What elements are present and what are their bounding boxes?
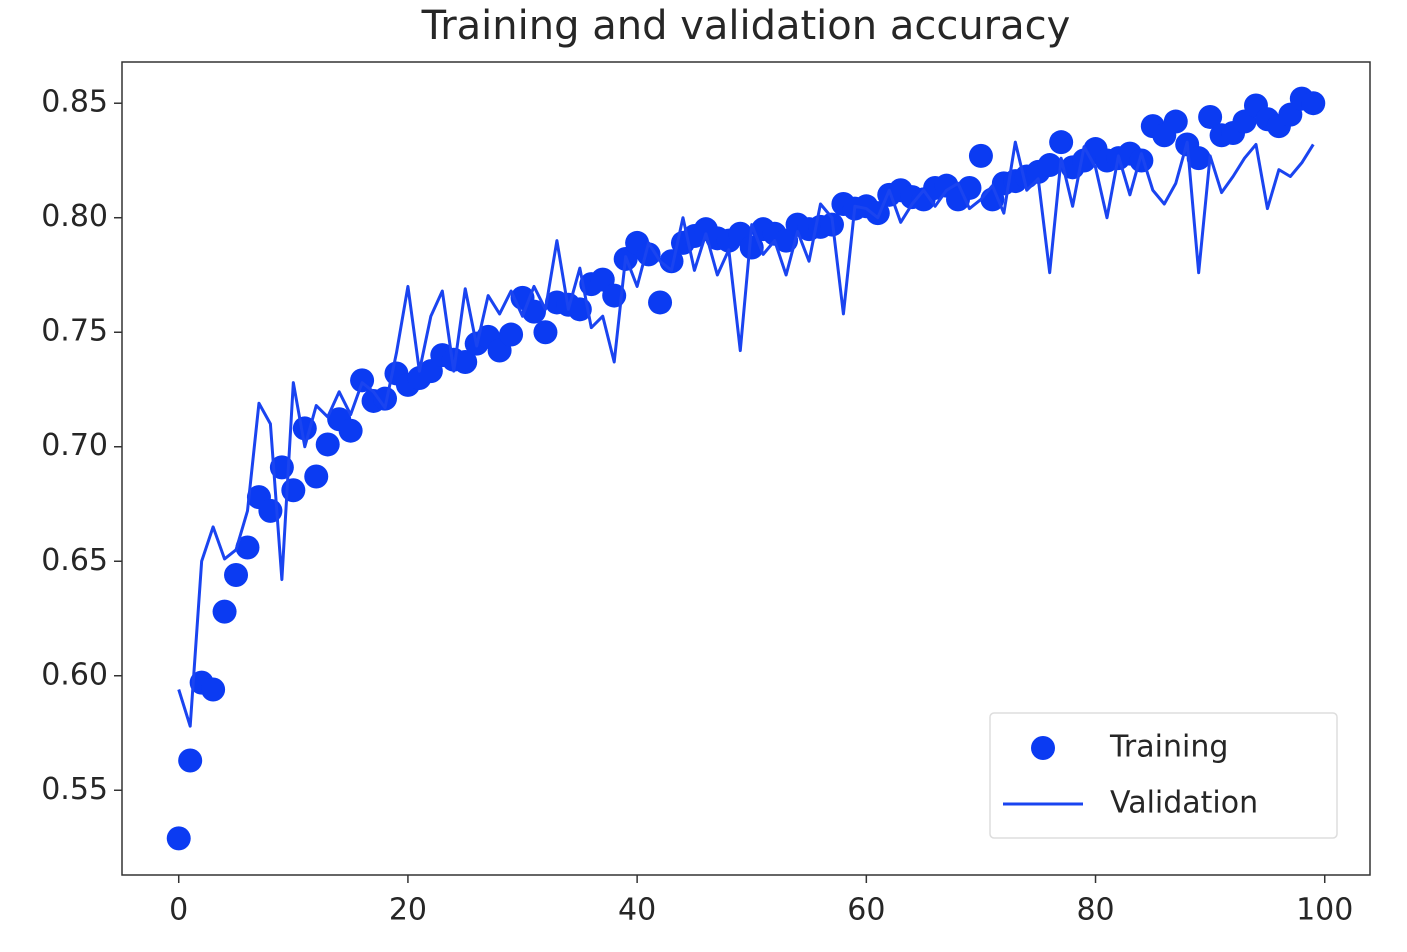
training-point (235, 535, 260, 560)
training-point (533, 320, 558, 345)
legend-label: Training (1109, 730, 1228, 765)
legend-label: Validation (1110, 786, 1258, 821)
training-point (373, 386, 398, 411)
training-point (212, 599, 237, 624)
training-point (1301, 91, 1326, 116)
training-point (1049, 130, 1074, 155)
y-tick-label: 0.65 (41, 543, 108, 578)
training-point (224, 562, 249, 587)
training-point (281, 478, 306, 503)
y-tick-label: 0.55 (41, 772, 108, 807)
training-point (453, 350, 478, 375)
x-tick-label: 20 (389, 893, 427, 928)
x-tick-label: 80 (1076, 893, 1114, 928)
y-tick-label: 0.80 (41, 199, 108, 234)
training-point (166, 826, 191, 851)
training-point (1186, 146, 1211, 171)
training-point (338, 418, 363, 443)
y-tick-label: 0.75 (41, 314, 108, 349)
training-point (201, 677, 226, 702)
training-point (648, 290, 673, 315)
x-tick-label: 0 (169, 893, 188, 928)
x-tick-label: 100 (1296, 893, 1353, 928)
y-tick-label: 0.85 (41, 85, 108, 120)
legend-marker (1031, 736, 1055, 760)
training-point (315, 432, 340, 457)
training-point (304, 464, 329, 489)
legend-box (989, 712, 1338, 839)
validation-line (177, 140, 1315, 728)
y-tick-label: 0.60 (41, 657, 108, 692)
training-point (178, 748, 203, 773)
training-point (1129, 148, 1154, 173)
y-tick-label: 0.70 (41, 428, 108, 463)
plot-frame (121, 61, 1371, 876)
training-point (968, 143, 993, 168)
chart-title: Training and validation accuracy (421, 3, 1071, 49)
x-tick-label: 60 (847, 893, 885, 928)
x-tick-label: 40 (618, 893, 656, 928)
training-point (1198, 104, 1223, 129)
training-point (1037, 153, 1062, 178)
training-point (1163, 109, 1188, 134)
training-point (499, 322, 524, 347)
